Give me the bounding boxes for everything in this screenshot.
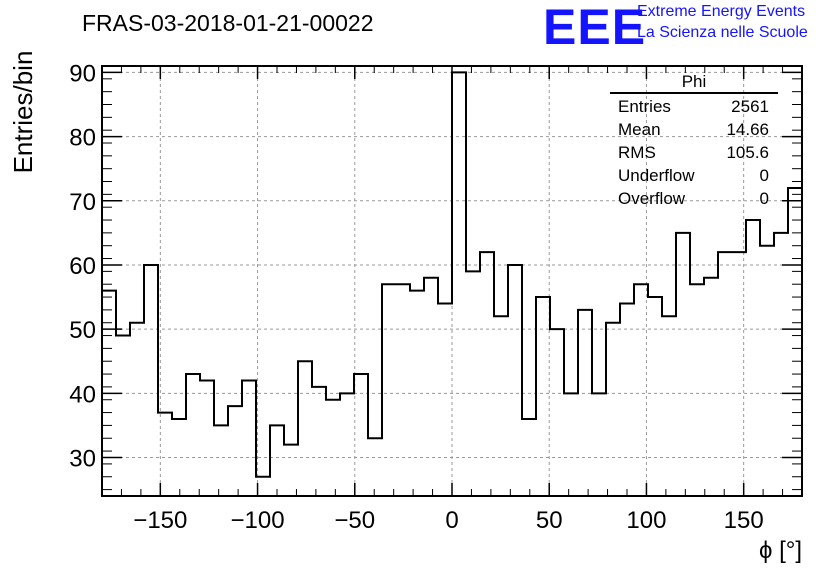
x-tick-label: −50: [334, 507, 375, 534]
stats-box: Phi Entries 2561 Mean 14.66 RMS 105.6 Un…: [610, 72, 778, 210]
x-tick-label: 150: [724, 507, 764, 534]
stats-label: Mean: [618, 120, 661, 139]
x-tick-label: 100: [626, 507, 666, 534]
x-tick-labels: −150 −100 −50 0 50 100 150: [133, 507, 763, 534]
stats-row-overflow: Overflow 0: [610, 187, 778, 210]
stats-label: RMS: [618, 143, 656, 162]
stats-row-rms: RMS 105.6: [610, 141, 778, 164]
stats-value: 0: [759, 166, 769, 185]
x-tick-label: −100: [231, 507, 285, 534]
stats-row-entries: Entries 2561: [610, 95, 778, 118]
stats-row-underflow: Underflow 0: [610, 164, 778, 187]
chart-title: FRAS-03-2018-01-21-00022: [82, 10, 374, 36]
y-tick-label: 70: [69, 189, 96, 216]
eee-logo: EEE: [543, 0, 647, 55]
stats-value: 0: [759, 189, 769, 208]
x-axis-label: ϕ [°]: [759, 537, 802, 564]
stats-label: Entries: [618, 97, 671, 116]
y-tick-label: 30: [69, 445, 96, 472]
x-tick-label: 50: [536, 507, 563, 534]
axis-ticks: [102, 66, 802, 496]
x-tick-label: 0: [445, 507, 458, 534]
y-tick-labels: 30 40 50 60 70 80 90: [69, 60, 96, 472]
logo-caption-line2: La Scienza nelle Scuole: [637, 24, 808, 41]
y-tick-label: 80: [69, 125, 96, 152]
histogram-series: [102, 71, 802, 478]
stats-row-mean: Mean 14.66: [610, 118, 778, 141]
logo-caption-line1: Extreme Energy Events: [637, 3, 806, 20]
stats-label: Overflow: [618, 189, 686, 208]
y-tick-label: 40: [69, 381, 96, 408]
stats-value: 2561: [731, 97, 769, 116]
x-tick-label: −150: [133, 507, 187, 534]
y-tick-label: 50: [69, 317, 96, 344]
stats-value: 105.6: [726, 143, 769, 162]
y-tick-label: 90: [69, 60, 96, 87]
y-tick-label: 60: [69, 253, 96, 280]
stats-label: Underflow: [618, 166, 695, 185]
stats-value: 14.66: [726, 120, 769, 139]
stats-title: Phi: [610, 72, 778, 94]
y-axis-label: Entries/bin: [8, 51, 38, 174]
